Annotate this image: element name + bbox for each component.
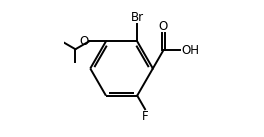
Text: Br: Br [131, 11, 144, 24]
Text: OH: OH [181, 44, 199, 57]
Text: O: O [79, 35, 88, 48]
Text: O: O [159, 20, 168, 33]
Text: F: F [142, 110, 148, 123]
